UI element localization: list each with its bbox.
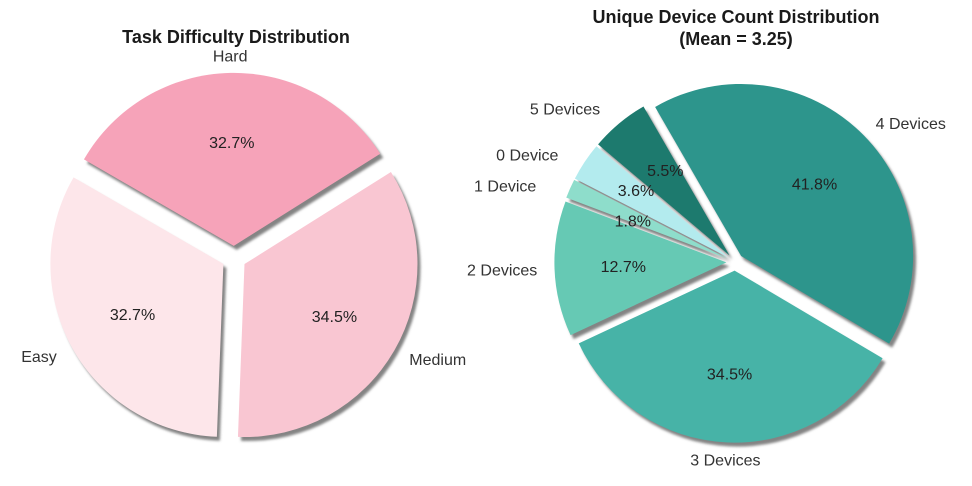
- slice-percentage-0-device: 3.6%: [618, 183, 654, 200]
- slice-labels: 5 Devices 0 Device 1 Device 2 Devices 3 Devi…: [467, 101, 946, 469]
- slice-percentage-1-device: 1.8%: [615, 214, 651, 231]
- chart-subtitle: (Mean = 3.25): [679, 29, 793, 49]
- slice-label-hard: Hard: [213, 49, 248, 66]
- pie-slice-5-devices: [598, 106, 730, 256]
- slice-label-5-devices: 5 Devices: [530, 101, 600, 118]
- pie-slice-medium: [237, 171, 418, 438]
- pie-slice-hard: [83, 72, 381, 246]
- task-difficulty-pie-chart: Task Difficulty Distribution Easy Medium H…: [21, 27, 466, 442]
- slice-percentage-5-devices: 5.5%: [647, 163, 683, 180]
- chart-title: Unique Device Count Distribution: [592, 7, 879, 27]
- device-count-pie-chart: Unique Device Count Distribution (Mean =…: [467, 7, 946, 470]
- pie-slice-3-devices: [578, 270, 883, 443]
- pie-slice-easy: [50, 177, 224, 437]
- pie-slice-2-devices: [554, 201, 727, 336]
- slice-percentage-4-devices: 41.8%: [792, 176, 837, 193]
- slice-percentage-hard: 32.7%: [209, 135, 254, 152]
- slice-label-easy: Easy: [21, 349, 57, 366]
- slice-percentage-medium: 34.5%: [312, 309, 357, 326]
- slice-label-0-device: 0 Device: [496, 147, 558, 164]
- pie-slices: [50, 72, 418, 438]
- slice-percentage-3-devices: 34.5%: [707, 367, 752, 384]
- slice-label-2-devices: 2 Devices: [467, 263, 537, 280]
- pie-slice-0-device: [574, 146, 728, 258]
- slice-percentage-easy: 32.7%: [110, 307, 155, 324]
- slice-label-4-devices: 4 Devices: [876, 116, 946, 133]
- slice-label-1-device: 1 Device: [474, 179, 536, 196]
- pie-slice-1-device: [566, 179, 728, 259]
- percentage-labels: 32.7% 34.5% 32.7%: [110, 135, 357, 326]
- slice-label-medium: Medium: [409, 352, 466, 369]
- percentage-labels: 5.5% 3.6% 1.8% 12.7% 34.5% 41.8%: [601, 163, 838, 384]
- slice-label-3-devices: 3 Devices: [690, 453, 760, 470]
- slice-percentage-2-devices: 12.7%: [601, 259, 646, 276]
- pie-slices: [554, 83, 914, 443]
- chart-title: Task Difficulty Distribution: [122, 27, 350, 47]
- pie-slice-4-devices: [655, 83, 914, 344]
- slice-labels: Easy Medium Hard: [21, 49, 466, 370]
